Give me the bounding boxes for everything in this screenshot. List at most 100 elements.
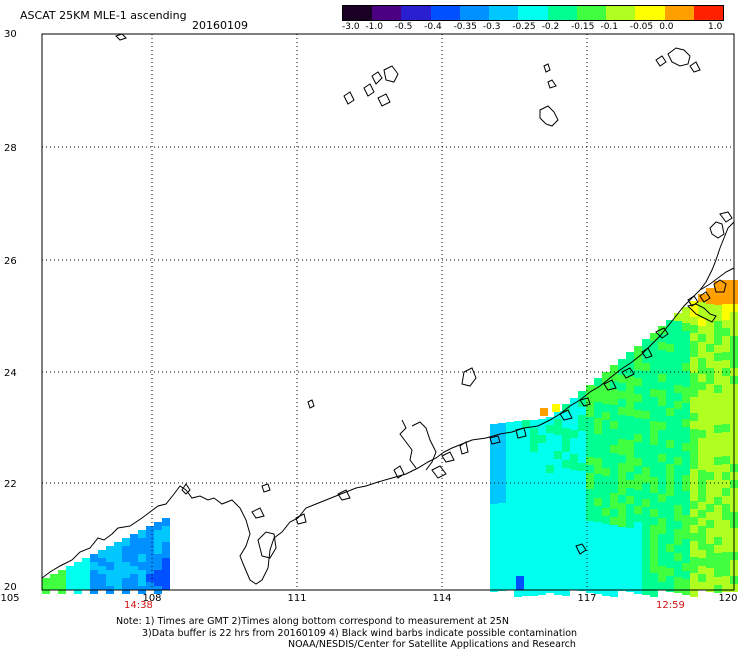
data-cell (682, 411, 690, 419)
data-cell (562, 572, 570, 580)
data-cell (506, 558, 514, 566)
data-cell (498, 551, 506, 559)
data-cell (562, 428, 570, 436)
data-cell (602, 372, 610, 380)
data-cell (562, 564, 570, 572)
data-cell (618, 551, 626, 559)
data-cell (130, 566, 138, 574)
data-cell (594, 474, 602, 482)
data-cell (714, 409, 722, 417)
data-cell (618, 391, 626, 399)
data-cell (610, 437, 618, 445)
data-cell (602, 500, 610, 508)
data-cell (650, 397, 658, 405)
data-cell (594, 394, 602, 402)
data-cell (658, 358, 666, 366)
data-cell (538, 579, 546, 587)
data-cell (714, 441, 722, 449)
data-cell (674, 585, 682, 593)
data-cell (610, 373, 618, 381)
colorbar-label: 1.0 (708, 22, 723, 32)
data-cell (570, 558, 578, 566)
data-cell (682, 355, 690, 363)
data-cell (682, 315, 690, 323)
data-cell (618, 567, 626, 575)
data-cell (546, 481, 554, 489)
data-cell (498, 575, 506, 583)
data-cell (586, 401, 594, 409)
data-cell (690, 533, 698, 541)
data-cell (530, 508, 538, 516)
data-cell (722, 344, 730, 352)
data-cell (546, 505, 554, 513)
data-cell (546, 529, 554, 537)
data-cell (610, 413, 618, 421)
data-cell (626, 424, 634, 432)
data-cell (698, 582, 706, 590)
data-cell (130, 558, 138, 566)
data-cell (666, 384, 674, 392)
data-cell (658, 510, 666, 518)
data-cell (698, 534, 706, 542)
data-cell (562, 548, 570, 556)
data-cell (722, 536, 730, 544)
data-cell (674, 569, 682, 577)
data-cell (546, 465, 554, 473)
data-cell (490, 512, 498, 520)
data-cell (114, 582, 122, 590)
data-cell (610, 541, 618, 549)
data-cell (162, 574, 170, 582)
data-cell (714, 553, 722, 561)
data-cell (514, 469, 522, 477)
data-cell (514, 485, 522, 493)
data-cell (586, 521, 594, 529)
note-line-3: NOAA/NESDIS/Center for Satellite Applica… (288, 639, 576, 650)
data-cell (714, 289, 722, 297)
data-cell (634, 490, 642, 498)
data-cell (562, 588, 570, 596)
data-cell (650, 581, 658, 589)
data-cell (642, 491, 650, 499)
data-cell (98, 574, 106, 582)
data-cell (642, 555, 650, 563)
data-cell (634, 426, 642, 434)
data-cell (642, 523, 650, 531)
data-cell (514, 453, 522, 461)
data-cell (594, 490, 602, 498)
data-cell (562, 484, 570, 492)
data-cell (698, 406, 706, 414)
data-cell (490, 480, 498, 488)
data-cell (570, 398, 578, 406)
data-cell (722, 408, 730, 416)
data-cell (634, 554, 642, 562)
data-cell (594, 554, 602, 562)
data-cell (594, 482, 602, 490)
data-cell (162, 526, 170, 534)
data-cell (522, 508, 530, 516)
data-cell (658, 350, 666, 358)
data-cell (538, 523, 546, 531)
colorbar-label: -3.0 (342, 22, 360, 32)
data-cell (690, 469, 698, 477)
data-cell (546, 513, 554, 521)
data-cell (138, 546, 146, 554)
data-cell (610, 549, 618, 557)
data-cell (706, 400, 714, 408)
data-cell (674, 521, 682, 529)
data-cell (698, 398, 706, 406)
data-cell (522, 476, 530, 484)
data-cell (594, 386, 602, 394)
data-cell (706, 576, 714, 584)
data-cell (490, 520, 498, 528)
data-cell (690, 389, 698, 397)
data-cell (522, 484, 530, 492)
data-cell (690, 413, 698, 421)
data-cell (714, 345, 722, 353)
data-cell (618, 487, 626, 495)
data-cell (594, 578, 602, 586)
data-cell (626, 544, 634, 552)
data-cell (618, 399, 626, 407)
data-cell (674, 457, 682, 465)
colorbar-swatch (430, 6, 460, 20)
data-cell (162, 582, 170, 590)
